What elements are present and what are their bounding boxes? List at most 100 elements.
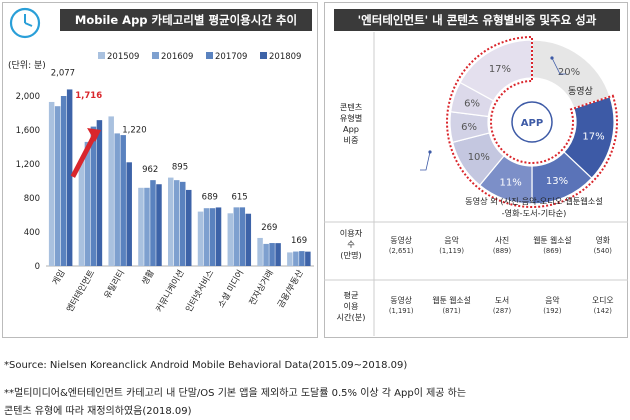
bar [168, 177, 174, 266]
bar [287, 252, 293, 266]
bar [293, 251, 299, 266]
table-cell: 오디오 (142) [578, 296, 628, 316]
table-cell-value: (889) [492, 247, 512, 255]
bar [263, 243, 269, 266]
legend-label: 201809 [269, 52, 301, 62]
bar [48, 101, 55, 266]
table-cell-name: 웹툰 웹소설 [432, 296, 471, 305]
legend-swatch [152, 52, 159, 59]
bar [239, 207, 246, 266]
donut-slice-label: 20% [558, 67, 580, 78]
data-label: 2,077 [51, 68, 75, 78]
y-axis-label: (단위: 분) [8, 60, 46, 71]
annotation-other: -영화-도서-기타순) [502, 208, 567, 218]
users-header-line: (만명) [340, 250, 362, 260]
bar [144, 187, 150, 266]
table-cell-name: 영화 [595, 236, 610, 245]
time-header-line: 평균 [343, 290, 359, 300]
leader-dot [428, 150, 432, 154]
bar [108, 116, 114, 267]
y-tick-label: 800 [24, 194, 40, 204]
bar [180, 181, 186, 266]
table-cell: 동영상 (2,651) [376, 236, 426, 256]
table-grid [324, 32, 628, 336]
table-cell: 영화 (540) [578, 236, 628, 256]
donut-slice-label: 10% [468, 152, 490, 163]
y-tick-label: 400 [24, 228, 40, 238]
table-cell-value: (869) [543, 247, 562, 255]
x-tick-label: 생활 [139, 268, 156, 287]
bar [150, 180, 156, 266]
trend-arrow-head [87, 128, 102, 142]
share-header-line: 비중 [343, 135, 359, 145]
bar [96, 120, 103, 266]
y-tick-label: 1,600 [16, 126, 40, 136]
bar [60, 96, 67, 266]
bars [48, 89, 311, 267]
table-cell-value: (540) [593, 247, 612, 255]
bar [197, 211, 204, 266]
table-cell-name: 음악 [545, 296, 560, 305]
x-tick-label: 유틸리티 [103, 269, 127, 301]
annotation-video: 동영상 [568, 86, 593, 97]
table-cell-name: 동영상 [390, 236, 412, 245]
table-cell: 음악 (192) [527, 296, 577, 316]
users-header: 이용자 수 (만명) [326, 228, 376, 261]
bar [138, 187, 144, 266]
bar [203, 208, 210, 266]
highlight-outline [446, 35, 618, 208]
share-header-line: App [343, 124, 359, 134]
table-cell-name: 오디오 [592, 296, 614, 305]
bar [209, 208, 216, 266]
y-tick-label: 2,000 [16, 92, 40, 102]
y-tick-label: 0 [35, 262, 40, 272]
source-footnote: *Source: Nielsen Koreanclick Android Mob… [4, 360, 408, 371]
x-tick-label: 소셜 미디어 [216, 268, 246, 310]
data-label: 689 [202, 192, 218, 202]
left-chart-title: Mobile App 카테고리별 평균이용시간 추이 [60, 9, 312, 31]
donut-slice-label: 13% [546, 176, 568, 187]
legend-swatch [206, 52, 213, 59]
table-cell: 웹툰 웹소설 (871) [426, 296, 476, 316]
y-tick-labels: 0 400 800 1,200 1,600 2,000 [16, 92, 314, 272]
x-tick-label: 게임 [50, 268, 67, 287]
bar [305, 251, 311, 266]
legend-label: 201609 [161, 52, 193, 62]
table-cell-value: (192) [543, 307, 562, 315]
trend-arrow-shaft [70, 132, 98, 178]
x-tick-label: 엔터테인먼트 [64, 268, 97, 314]
bar [186, 189, 192, 266]
table-cell: 웹툰 웹소설 (869) [527, 236, 577, 256]
leader-line [551, 57, 566, 75]
table-cell-name: 동영상 [390, 296, 412, 305]
share-header: 콘텐츠 유형별 App 비중 [326, 102, 376, 146]
bar [233, 207, 240, 266]
table-cell-value: (871) [442, 307, 461, 315]
app-badge [511, 101, 553, 143]
donut-slice-label: 11% [500, 177, 522, 188]
y-tick-label: 1,200 [16, 160, 40, 170]
table-cell: 동영상 (1,191) [376, 296, 426, 316]
table-cell-value: (1,119) [439, 247, 464, 255]
time-header-line: 시간(분) [336, 312, 366, 322]
table-cell-value: (287) [492, 307, 512, 315]
bar [66, 89, 73, 266]
bar [114, 133, 120, 266]
donut-slices [446, 35, 618, 208]
table-cell-name: 웹툰 웹소설 [533, 236, 572, 245]
legend-label: 201509 [107, 52, 139, 62]
bar [257, 237, 263, 266]
table-cell-name: 음악 [444, 236, 459, 245]
share-header-line: 콘텐츠 [339, 102, 363, 112]
data-label: 269 [261, 223, 277, 233]
trend-arrow-icon [70, 128, 102, 178]
bar [120, 135, 126, 266]
bar-chart: (단위: 분) 201509 201609 201709 201809 0 400 800… [8, 52, 314, 314]
bar [54, 106, 61, 266]
leader-dot [550, 56, 554, 60]
time-header: 평균 이용 시간(분) [326, 290, 376, 323]
table-cell: 음악 (1,119) [426, 236, 476, 256]
note-footnote-line1: **멀티미디어&엔터테인먼트 카테고리 내 단말/OS 기본 앱을 제외하고 도… [4, 388, 467, 399]
